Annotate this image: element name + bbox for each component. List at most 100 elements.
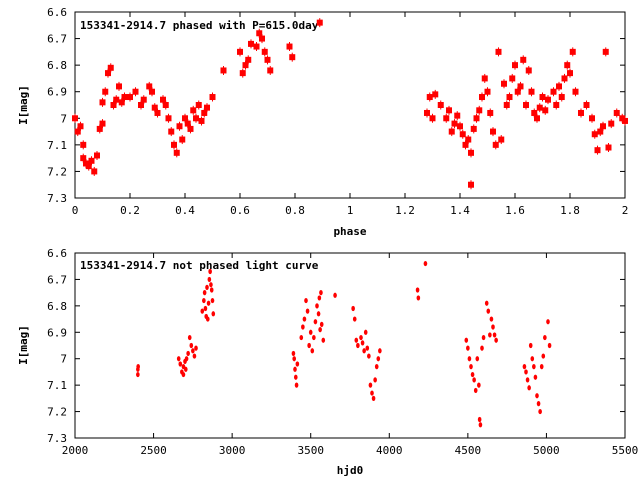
data-point xyxy=(319,321,324,327)
data-point xyxy=(527,385,531,391)
data-point xyxy=(368,382,373,388)
data-point xyxy=(205,316,210,322)
data-point xyxy=(374,364,379,370)
data-point xyxy=(538,408,542,415)
x-tick-label: 0.2 xyxy=(120,204,140,217)
y-tick-label: 7 xyxy=(60,353,67,366)
y-tick-label: 7.2 xyxy=(47,165,67,178)
data-point xyxy=(365,345,370,351)
x-tick-label: 3000 xyxy=(219,444,246,457)
y-tick-label: 7.1 xyxy=(47,379,67,392)
unphased-plot-title: 153341-2914.7 not phased light curve xyxy=(80,259,319,272)
phased-y-axis-label: I[mag] xyxy=(17,85,30,125)
data-point xyxy=(292,356,297,362)
data-point xyxy=(475,356,480,362)
x-tick-label: 4000 xyxy=(376,444,403,457)
data-point xyxy=(208,268,212,275)
x-tick-label: 5500 xyxy=(612,444,639,457)
y-tick-label: 6.9 xyxy=(47,326,67,339)
y-tick-label: 6.7 xyxy=(47,273,67,286)
y-tick-label: 6.9 xyxy=(47,86,67,99)
data-point xyxy=(312,334,316,341)
data-point xyxy=(310,348,315,354)
x-tick-label: 1.8 xyxy=(560,204,580,217)
data-point xyxy=(209,282,213,288)
data-point xyxy=(136,371,140,378)
data-point xyxy=(373,377,377,383)
data-point xyxy=(470,371,475,378)
data-point xyxy=(211,311,216,317)
data-point xyxy=(532,364,536,370)
data-point xyxy=(181,371,186,378)
x-tick-label: 1.4 xyxy=(450,204,470,217)
data-point xyxy=(304,297,308,304)
data-point xyxy=(370,390,374,396)
data-point xyxy=(547,342,552,349)
y-tick-label: 6.8 xyxy=(47,300,67,313)
data-point xyxy=(176,356,181,362)
data-point xyxy=(184,356,189,362)
y-tick-label: 6.8 xyxy=(47,59,67,72)
data-point xyxy=(307,342,311,349)
data-point xyxy=(480,345,484,351)
data-point xyxy=(178,361,183,367)
data-point xyxy=(200,308,205,314)
data-point xyxy=(294,382,299,388)
data-point xyxy=(489,316,494,322)
data-point xyxy=(308,329,313,335)
data-point xyxy=(530,356,535,362)
data-point xyxy=(316,311,321,317)
data-point xyxy=(293,366,297,372)
y-tick-label: 7.1 xyxy=(47,139,67,152)
data-point xyxy=(528,342,533,349)
data-point xyxy=(202,297,206,304)
data-point xyxy=(486,308,491,314)
data-point xyxy=(539,364,544,370)
data-point xyxy=(524,369,528,375)
data-point xyxy=(191,348,195,354)
x-tick-label: 4500 xyxy=(455,444,482,457)
data-point xyxy=(302,316,307,322)
data-point xyxy=(484,300,489,306)
plot-frame xyxy=(74,252,626,439)
data-point xyxy=(313,319,318,325)
x-tick-label: 0 xyxy=(72,204,79,217)
data-point xyxy=(464,337,469,343)
data-point xyxy=(466,345,470,351)
data-point xyxy=(206,300,211,306)
data-point xyxy=(536,401,541,407)
data-point xyxy=(321,337,326,343)
data-point xyxy=(478,422,483,428)
data-point xyxy=(477,382,481,388)
data-point xyxy=(481,334,486,341)
x-tick-label: 2500 xyxy=(140,444,167,457)
data-point xyxy=(535,393,539,399)
x-tick-label: 2000 xyxy=(62,444,89,457)
data-point xyxy=(488,332,492,338)
data-point xyxy=(352,316,357,322)
data-point xyxy=(293,374,298,380)
phased-x-axis-label: phase xyxy=(333,225,366,238)
data-point xyxy=(543,334,547,341)
y-tick-label: 7.3 xyxy=(47,192,67,205)
data-point xyxy=(319,290,323,296)
x-tick-label: 2 xyxy=(622,204,629,217)
data-point xyxy=(360,340,365,346)
data-point xyxy=(356,342,360,349)
data-point xyxy=(299,334,304,341)
data-point xyxy=(423,260,428,267)
unphased-y-axis-label: I[mag] xyxy=(17,325,30,365)
data-point xyxy=(186,350,190,357)
x-tick-label: 1.2 xyxy=(395,204,415,217)
phased-plot: 153341-2914.7 phased with P=615.0day pha… xyxy=(17,6,628,238)
x-tick-label: 0.8 xyxy=(285,204,305,217)
unphased-x-axis-label: hjd0 xyxy=(337,464,364,477)
data-point xyxy=(371,395,376,401)
data-point xyxy=(492,332,497,338)
data-point xyxy=(469,364,473,370)
data-point xyxy=(351,305,355,312)
data-point xyxy=(291,350,296,357)
phased-plot-title: 153341-2914.7 phased with P=615.0day xyxy=(80,19,319,32)
data-point xyxy=(477,416,482,423)
data-point xyxy=(415,287,420,293)
